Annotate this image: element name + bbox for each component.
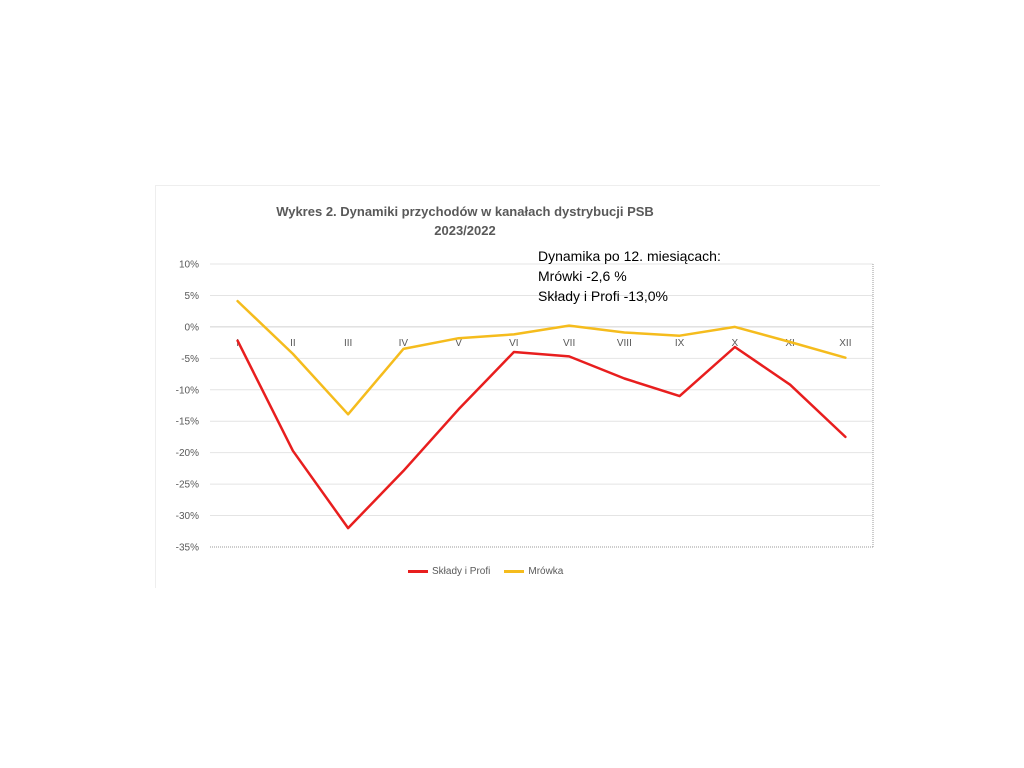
x-tick-label: II (290, 338, 296, 349)
x-tick-label: IV (399, 338, 409, 349)
legend: Składy i Profi Mrówka (408, 566, 563, 577)
gridlines (210, 263, 874, 548)
annotation-line-3: Składy i Profi -13,0% (538, 288, 668, 304)
chart-title-line-2: 2023/2022 (434, 223, 496, 238)
legend-label-mrowka: Mrówka (528, 566, 564, 577)
y-tick-label: -20% (176, 448, 199, 459)
x-tick-label: X (732, 338, 739, 349)
chart-frame (155, 185, 880, 588)
chart-title-line-1: Wykres 2. Dynamiki przychodów w kanałach… (276, 204, 654, 219)
y-tick-label: 5% (185, 291, 200, 302)
annotation-line-1: Dynamika po 12. miesiącach: (538, 248, 721, 264)
legend-item-sklady: Składy i Profi (408, 566, 490, 577)
y-tick-label: -15% (176, 417, 199, 428)
y-axis-ticks: 10% 5% 0% -5% -10% -15% -20% -25% -30% -35% (176, 260, 199, 554)
annotation-line-2: Mrówki -2,6 % (538, 268, 627, 284)
y-tick-label: 0% (185, 322, 200, 333)
x-tick-label: XII (839, 338, 851, 349)
y-tick-label: -30% (176, 511, 199, 522)
series-lines (236, 299, 847, 530)
y-tick-label: 10% (179, 260, 199, 271)
x-tick-label: VII (563, 338, 575, 349)
x-tick-label: III (344, 338, 352, 349)
y-tick-label: -25% (176, 480, 199, 491)
x-tick-label: IX (675, 338, 685, 349)
y-tick-label: -5% (181, 354, 199, 365)
y-tick-label: -35% (176, 543, 199, 554)
x-tick-label: VI (509, 338, 518, 349)
legend-item-mrowka: Mrówka (504, 566, 563, 577)
series-line-1 (236, 299, 847, 416)
x-axis-ticks: I II III IV V VI VII VIII IX X XI XII (236, 338, 851, 349)
series-line-0 (236, 339, 847, 530)
x-tick-label: XI (785, 338, 794, 349)
legend-label-sklady: Składy i Profi (432, 566, 491, 577)
x-tick-label: VIII (617, 338, 632, 349)
x-tick-label: V (455, 338, 462, 349)
y-tick-label: -10% (176, 385, 199, 396)
chart-title: Wykres 2. Dynamiki przychodów w kanałach… (235, 202, 695, 240)
legend-swatch-mrowka (504, 570, 525, 573)
legend-swatch-sklady (408, 570, 428, 573)
summary-annotation: Dynamika po 12. miesiącach: Mrówki -2,6 … (538, 246, 721, 306)
